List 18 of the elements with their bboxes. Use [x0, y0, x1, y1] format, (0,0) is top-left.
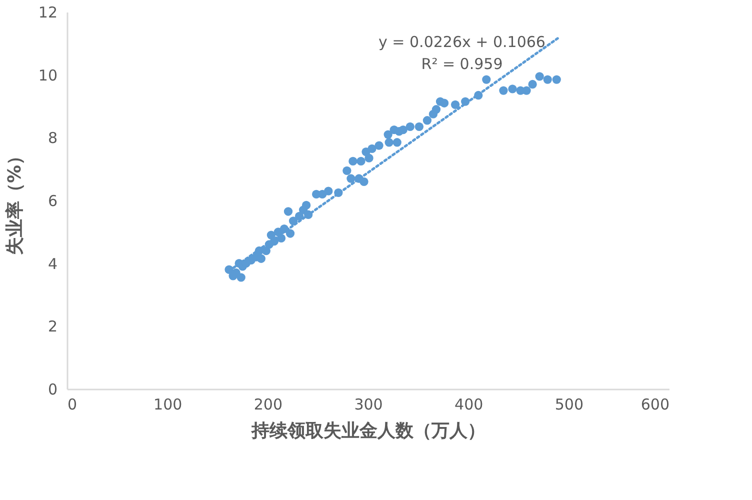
y-tick-label: 8 [48, 129, 58, 148]
x-tick-label: 500 [554, 396, 584, 414]
y-tick-label: 2 [48, 318, 58, 336]
y-tick-label: 6 [48, 192, 58, 210]
annotation: R² = 0.959 [421, 55, 503, 73]
y-tick-label: 12 [38, 4, 58, 22]
x-axis-title: 持续领取失业金人数（万人） [250, 420, 486, 442]
x-tick-label: 300 [354, 396, 383, 414]
y-tick-label: 4 [48, 254, 58, 273]
y-tick-label: 0 [48, 380, 58, 398]
annotation: y = 0.0226x + 0.1066 [378, 33, 546, 51]
y-tick-label: 10 [38, 66, 58, 84]
x-tick-label: 400 [454, 396, 484, 414]
x-tick-label: 200 [254, 396, 282, 414]
x-tick-label: 100 [154, 396, 182, 414]
x-tick-label: 0 [68, 396, 78, 414]
x-tick-label: 600 [640, 396, 670, 414]
y-axis-title: 失业率（%） [4, 146, 26, 256]
